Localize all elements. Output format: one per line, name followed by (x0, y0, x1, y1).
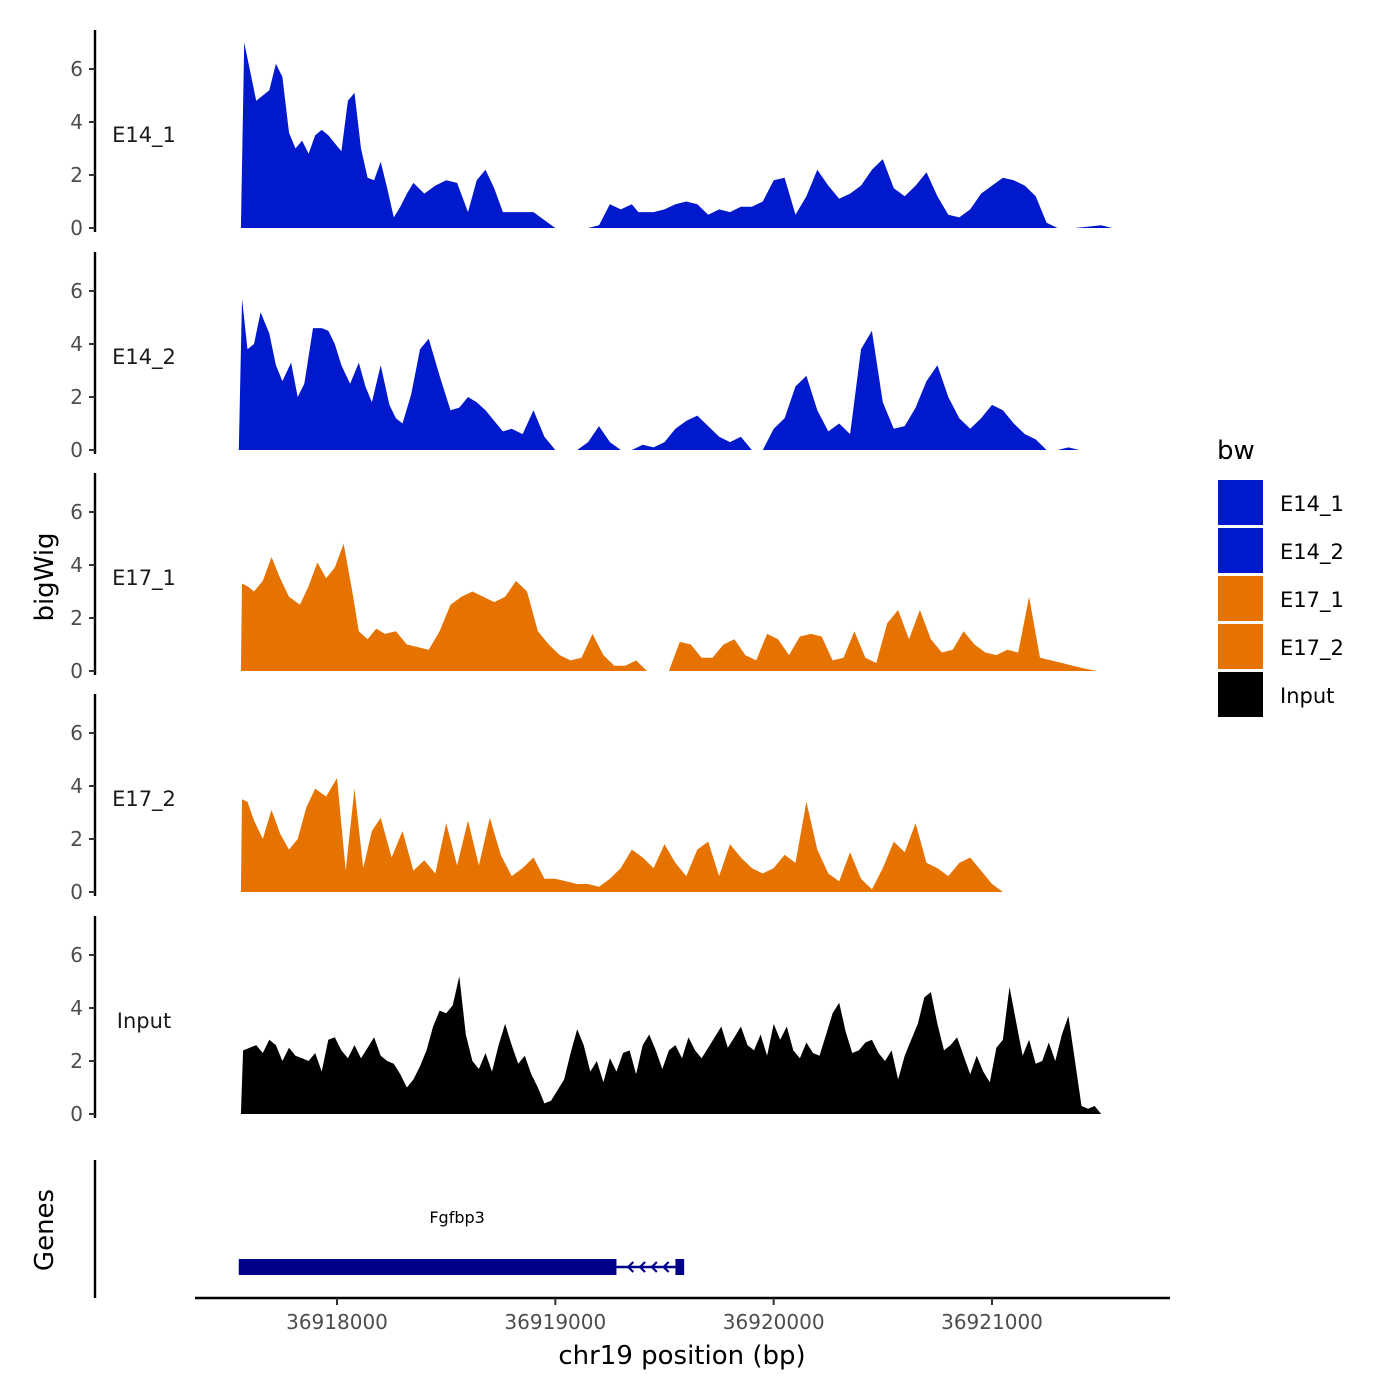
y-tick-label: 6 (70, 279, 83, 303)
track-Input: 0 2 4 6 Input (70, 916, 1121, 1126)
genes-axis-title: Genes (30, 1189, 60, 1271)
strand-arrow (638, 1261, 646, 1273)
signal-tracks: 0 2 4 6 E14_1 0 2 4 6 E14_2 0 2 4 6 E17_1 0 2 4 6 E17_2 0 2 4 6… (70, 30, 1123, 1126)
track-label: E14_2 (112, 345, 176, 370)
signal-area-E17_2 (240, 778, 1123, 892)
track-E17_1: 0 2 4 6 E17_1 (70, 473, 1097, 683)
legend: bw E14_1 E14_2 E17_1 E17_2 Input (1217, 436, 1344, 717)
y-tick-label: 4 (70, 553, 83, 577)
gene-label: Fgfbp3 (429, 1208, 484, 1227)
y-tick-label: 6 (70, 500, 83, 524)
legend-label: E14_1 (1280, 492, 1344, 517)
signal-area-E14_2 (238, 298, 1121, 450)
gene-Fgfbp3: Fgfbp3 (238, 1208, 685, 1275)
y-tick-label: 0 (70, 659, 83, 683)
y-axis-title: bigWig (30, 532, 60, 621)
strand-arrow (626, 1261, 635, 1273)
y-tick-label: 6 (70, 721, 83, 745)
x-axis: 36918000 36919000 36920000 36921000 (195, 1296, 1170, 1334)
legend-key-E17_2 (1218, 624, 1263, 669)
y-tick-label: 0 (70, 216, 83, 240)
y-tick-label: 2 (70, 606, 83, 630)
signal-area-E14_1 (240, 42, 1121, 228)
x-tick-label: 36919000 (504, 1310, 606, 1334)
track-label: Input (117, 1009, 171, 1033)
legend-key-E17_1 (1218, 576, 1263, 621)
legend-label: E17_1 (1280, 588, 1344, 613)
legend-key-E14_2 (1218, 528, 1263, 573)
y-tick-label: 0 (70, 880, 83, 904)
y-tick-label: 0 (70, 1102, 83, 1126)
y-tick-label: 2 (70, 1049, 83, 1073)
track-label: E17_1 (112, 566, 176, 591)
track-label: E17_2 (112, 787, 176, 812)
legend-key-Input (1218, 672, 1263, 717)
gene-exon (238, 1259, 617, 1275)
legend-key-E14_1 (1218, 480, 1263, 525)
gene-exon (675, 1259, 685, 1275)
y-tick-label: 2 (70, 827, 83, 851)
track-label: E14_1 (112, 123, 176, 148)
y-tick-label: 4 (70, 110, 83, 134)
y-tick-label: 2 (70, 163, 83, 187)
track-E17_2: 0 2 4 6 E17_2 (70, 694, 1123, 904)
legend-label: Input (1280, 684, 1334, 708)
x-tick-label: 36920000 (723, 1310, 825, 1334)
x-tick-label: 36918000 (286, 1310, 388, 1334)
x-axis-title: chr19 position (bp) (558, 1341, 805, 1371)
y-tick-label: 4 (70, 996, 83, 1020)
gene-panel: Fgfbp3 (93, 1160, 685, 1298)
track-E14_1: 0 2 4 6 E14_1 (70, 30, 1121, 240)
y-tick-label: 4 (70, 774, 83, 798)
y-tick-label: 0 (70, 438, 83, 462)
signal-area-E17_1 (240, 543, 1097, 671)
y-tick-label: 6 (70, 943, 83, 967)
y-tick-label: 6 (70, 57, 83, 81)
legend-title: bw (1217, 436, 1255, 466)
legend-label: E17_2 (1280, 636, 1344, 661)
legend-label: E14_2 (1280, 540, 1344, 565)
signal-area-Input (240, 976, 1121, 1114)
strand-arrow (650, 1261, 658, 1273)
y-tick-label: 2 (70, 385, 83, 409)
track-E14_2: 0 2 4 6 E14_2 (70, 252, 1121, 462)
x-tick-label: 36921000 (941, 1310, 1043, 1334)
y-tick-label: 4 (70, 332, 83, 356)
strand-arrow (662, 1261, 670, 1273)
